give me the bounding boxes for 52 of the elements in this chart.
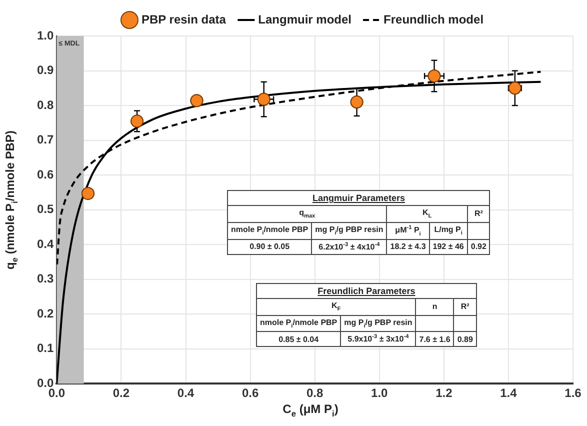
annotation: 192 ± 46 bbox=[429, 239, 468, 254]
annotation: 5.9x10$^{-3}$ ± 3x10$^{-4}$ bbox=[340, 332, 416, 346]
annotation: Langmuir Parameters bbox=[228, 190, 490, 206]
legend-label: PBP resin data bbox=[141, 12, 226, 26]
x-tick-label: 1.0 bbox=[371, 386, 388, 400]
annotation: K$_{F}$ bbox=[256, 298, 416, 316]
point bbox=[190, 94, 204, 108]
annotation: 18.2 ± 4.3 bbox=[386, 239, 430, 254]
x-tick-label: 1.2 bbox=[436, 386, 453, 400]
annotation: nmole P$_{i}$/nmole PBP bbox=[256, 315, 341, 332]
point bbox=[428, 69, 441, 82]
point bbox=[257, 92, 270, 106]
y-tick-label: 0.7 bbox=[36, 132, 54, 147]
annotation: mg P$_{i}$/g PBP resin bbox=[312, 222, 387, 240]
annotation: R² bbox=[467, 206, 490, 222]
x-tick-label: 0.6 bbox=[242, 386, 259, 400]
annotation: μM$^{-1}$ P$_{i}$ bbox=[386, 222, 430, 240]
annotation: q$_{max}$ bbox=[228, 206, 387, 222]
y-tick-label: 0.6 bbox=[36, 167, 54, 182]
x-axis-title: C$_{e}$ (μM P$_{i}$) bbox=[282, 402, 340, 418]
annotation: n bbox=[416, 298, 454, 316]
point bbox=[130, 114, 144, 128]
y-tick-label: 0.3 bbox=[36, 272, 54, 286]
x-tick-label: 0.4 bbox=[177, 386, 194, 400]
annotation: nmole P$_{i}$/nmole PBP bbox=[228, 222, 312, 240]
y-tick-label: 0.1 bbox=[36, 341, 54, 356]
legend-label: Freundlich model bbox=[384, 12, 484, 26]
x-tick-label: 0.2 bbox=[112, 386, 130, 400]
x-tick-label: 1.6 bbox=[564, 386, 582, 400]
annotation: 0.92 bbox=[467, 239, 490, 254]
annotation: mg P$_{i}$/g PBP resin bbox=[340, 315, 416, 332]
y-tick-label: 0.9 bbox=[36, 63, 54, 78]
x-tick-label: 0.8 bbox=[306, 386, 324, 400]
point bbox=[508, 82, 522, 95]
y-tick-label: 0.4 bbox=[36, 236, 54, 251]
y-tick-label: 1.0 bbox=[36, 28, 54, 42]
y-tick-label: 0.8 bbox=[36, 98, 54, 112]
point bbox=[350, 96, 364, 109]
legend-label: Langmuir model bbox=[258, 12, 352, 26]
point bbox=[81, 186, 94, 200]
annotation: L/mg P$_{i}$ bbox=[429, 222, 468, 240]
annotation: Freundlich Parameters bbox=[256, 284, 476, 298]
annotation: 6.2x10$^{-3}$ ± 4x10$^{-4}$ bbox=[312, 239, 387, 254]
annotation: 0.90 ± 0.05 bbox=[228, 239, 312, 254]
y-tick-label: 0.2 bbox=[36, 306, 54, 320]
x-tick-label: 1.4 bbox=[500, 386, 518, 400]
annotation: 7.6 ± 1.6 bbox=[416, 332, 454, 346]
annotation: 0.89 bbox=[454, 332, 476, 346]
annotation: 0.85 ± 0.04 bbox=[256, 332, 341, 346]
y-tick-label: 0.5 bbox=[36, 202, 54, 216]
annotation: R² bbox=[454, 298, 476, 316]
annotation: K$_{L}$ bbox=[386, 206, 468, 222]
